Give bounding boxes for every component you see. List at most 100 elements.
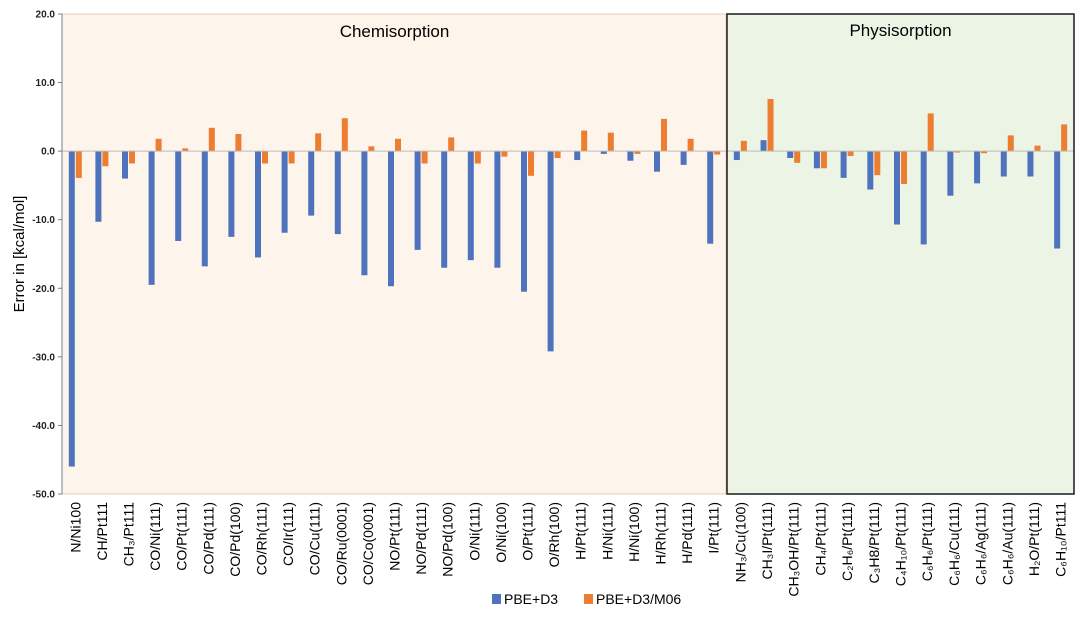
x-tick-label-0: N/Ni100 [67, 502, 83, 553]
bar-pbe-d3-m06-36 [1034, 145, 1041, 152]
bar-pbe-d3-14 [441, 151, 448, 268]
bar-pbe-d3-m06-13 [421, 151, 428, 164]
legend-swatch-0 [492, 594, 501, 604]
bar-pbe-d3-m06-34 [981, 151, 988, 154]
region-label-chemisorption: Chemisorption [340, 22, 450, 41]
bar-pbe-d3-31 [894, 151, 900, 225]
x-tick-label-32: C₆H₆/Pt(111) [919, 502, 935, 581]
bar-pbe-d3-m06-33 [954, 151, 961, 153]
bar-pbe-d3-18 [547, 151, 554, 352]
x-tick-label-6: CO/Pd(100) [227, 502, 243, 577]
y-tick-label-4: -20.0 [32, 284, 55, 295]
bar-pbe-d3-m06-19 [581, 130, 588, 152]
bar-pbe-d3-13 [414, 151, 421, 250]
bar-pbe-d3-m06-31 [901, 151, 907, 185]
bar-pbe-d3-24 [707, 151, 714, 244]
x-tick-label-35: C₆H₆/Au(111) [999, 502, 1015, 585]
bar-pbe-d3-36 [1027, 151, 1034, 177]
y-tick-label-6: -40.0 [32, 421, 55, 432]
y-tick-label-3: -10.0 [32, 215, 55, 226]
x-tick-label-22: H/Rh(111) [653, 502, 669, 565]
physisorption-frame [726, 13, 1075, 495]
x-tick-label-33: C₆H₆/Cu(111) [946, 502, 962, 586]
bar-pbe-d3-6 [228, 151, 235, 237]
bar-pbe-d3-m06-11 [368, 146, 375, 152]
bar-pbe-d3-m06-14 [448, 137, 455, 152]
legend-swatch-1 [584, 594, 593, 604]
bar-pbe-d3-33 [947, 151, 954, 196]
bar-pbe-d3-15 [467, 151, 474, 261]
bar-pbe-d3-30 [867, 151, 874, 190]
bar-pbe-d3-m06-18 [554, 151, 561, 158]
bar-pbe-d3-26 [760, 140, 767, 152]
x-tick-label-17: O/Pt(111) [520, 502, 536, 561]
x-tick-label-19: H/Pt(111) [573, 502, 589, 560]
bar-pbe-d3-m06-10 [341, 118, 348, 152]
legend-label-1: PBE+D3/M06 [596, 591, 681, 607]
x-tick-label-11: CO/Co(0001) [360, 502, 376, 585]
bar-pbe-d3-32 [920, 151, 927, 245]
bar-pbe-d3-29 [840, 151, 847, 178]
bar-pbe-d3-m06-12 [395, 138, 401, 152]
x-tick-label-21: H/Ni(100) [626, 502, 642, 562]
bar-pbe-d3-m06-27 [794, 151, 801, 163]
legend-label-0: PBE+D3 [504, 591, 558, 607]
bar-pbe-d3-4 [175, 151, 182, 241]
y-tick-label-0: 20.0 [36, 10, 56, 21]
bar-pbe-d3-5 [201, 151, 208, 267]
bar-pbe-d3-m06-24 [714, 151, 721, 155]
bar-pbe-d3-m06-5 [208, 127, 215, 152]
bar-pbe-d3-m06-20 [607, 132, 614, 152]
bar-pbe-d3-m06-15 [474, 151, 481, 164]
bar-pbe-d3-2 [122, 151, 128, 179]
x-tick-label-12: NO/Pt(111) [387, 502, 403, 571]
x-tick-label-3: CO/Ni(111) [147, 502, 163, 571]
x-tick-label-24: I/Pt(111) [706, 502, 722, 554]
bar-pbe-d3-9 [308, 151, 315, 216]
x-tick-label-26: CH₃I/Pt(111) [759, 502, 775, 580]
x-tick-label-29: C₂H₆/Pt(111) [839, 502, 855, 581]
y-axis-title: Error in [kcal/mol] [11, 196, 28, 313]
bar-pbe-d3-m06-26 [767, 99, 774, 152]
bar-pbe-d3-8 [281, 151, 288, 233]
bar-pbe-d3-10 [334, 151, 341, 235]
y-tick-label-7: -50.0 [32, 490, 55, 501]
bar-pbe-d3-m06-28 [820, 151, 827, 169]
x-tick-label-31: C₄H₁₀/Pt(111) [893, 502, 909, 586]
bar-pbe-d3-m06-4 [182, 148, 189, 152]
bar-pbe-d3-1 [95, 151, 102, 222]
y-tick-label-1: 10.0 [36, 78, 56, 89]
bar-pbe-d3-m06-23 [687, 138, 694, 152]
bar-pbe-d3-35 [1000, 151, 1007, 177]
x-tick-label-18: O/Rh(100) [546, 502, 562, 567]
bar-pbe-d3-28 [813, 151, 820, 169]
bar-pbe-d3-m06-35 [1007, 135, 1014, 152]
bar-pbe-d3-19 [574, 151, 581, 161]
x-tick-label-30: C₃H8/Pt(111) [866, 502, 882, 583]
x-tick-label-34: C₆H₆/Ag(111) [973, 502, 989, 585]
x-tick-label-4: CO/Pt(111) [174, 502, 190, 571]
bar-pbe-d3-m06-37 [1061, 124, 1068, 152]
y-tick-label-5: -30.0 [32, 352, 55, 363]
bar-pbe-d3-3 [148, 151, 155, 285]
x-tick-label-13: NO/Pd(111) [413, 502, 429, 575]
bar-pbe-d3-m06-1 [102, 151, 109, 167]
x-tick-label-1: CH/Pt111 [94, 502, 110, 561]
x-tick-label-10: CO/Ru(0001) [333, 502, 349, 585]
bar-pbe-d3-34 [974, 151, 981, 184]
bar-pbe-d3-37 [1054, 151, 1061, 249]
x-tick-label-9: CO/Cu(111) [307, 502, 323, 575]
bar-pbe-d3-m06-16 [501, 151, 508, 157]
bar-pbe-d3-m06-29 [847, 151, 854, 156]
bar-pbe-d3-m06-21 [634, 151, 641, 154]
bar-pbe-d3-m06-9 [315, 133, 322, 152]
bar-pbe-d3-m06-22 [661, 118, 667, 152]
x-tick-label-23: H/Pd(111) [679, 502, 695, 564]
bar-pbe-d3-m06-2 [129, 151, 135, 164]
chemisorption-region [62, 14, 727, 494]
x-tick-label-28: CH₄/Pt(111) [812, 502, 828, 576]
x-tick-label-27: CH₃OH/Pt(111) [786, 502, 802, 597]
region-label-physisorption: Physisorption [849, 21, 951, 40]
